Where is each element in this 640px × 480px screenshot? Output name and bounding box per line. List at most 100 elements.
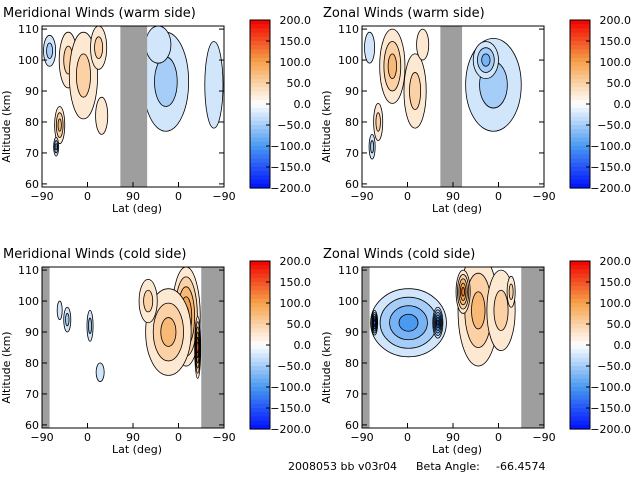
colorbar: 200.0 150.0 100.0 50.0 0.0 −50.0 −100.0 −150.0 −… bbox=[249, 14, 312, 195]
contour-level bbox=[143, 289, 154, 313]
colorbar-step bbox=[570, 395, 590, 401]
colorbar-step bbox=[250, 391, 270, 396]
x-tick-label: 0 bbox=[404, 190, 411, 203]
colorbar-step bbox=[570, 366, 590, 371]
x-axis-label: Lat (deg) bbox=[112, 443, 162, 456]
contour-level bbox=[493, 289, 509, 331]
colorbar-step bbox=[570, 319, 590, 325]
colorbar-step bbox=[570, 382, 590, 388]
x-tick-label: −90 bbox=[532, 190, 555, 203]
colorbar-step bbox=[250, 399, 270, 405]
colorbar-step bbox=[250, 74, 270, 80]
colorbar-step bbox=[250, 277, 270, 283]
x-axis-label: Lat (deg) bbox=[432, 202, 482, 215]
x-tick-label: 0 bbox=[175, 431, 182, 444]
panel-meridional-warm: Meridional Winds (warm side) 60 70 80 90 100 1… bbox=[0, 6, 311, 215]
colorbar-step bbox=[250, 183, 270, 189]
colorbar-tick-label: 0.0 bbox=[294, 339, 312, 352]
colorbar-step bbox=[570, 133, 590, 139]
colorbar-tick-label: 100.0 bbox=[600, 56, 632, 69]
colorbar-step bbox=[250, 41, 270, 46]
colorbar-step bbox=[250, 146, 270, 151]
colorbar-step bbox=[250, 424, 270, 430]
colorbar-step bbox=[570, 374, 590, 380]
colorbar-step bbox=[570, 269, 590, 275]
colorbar-step bbox=[570, 116, 590, 122]
colorbar-tick-label: 0.0 bbox=[614, 339, 632, 352]
y-tick-label: 60 bbox=[345, 419, 359, 432]
data-gap bbox=[362, 267, 370, 428]
colorbar-step bbox=[250, 112, 270, 118]
y-tick-label: 70 bbox=[345, 388, 359, 401]
contour-level bbox=[481, 53, 491, 67]
y-axis-label: Altitude (km) bbox=[0, 90, 13, 162]
colorbar-step bbox=[570, 179, 590, 185]
colorbar: 200.0 150.0 100.0 50.0 0.0 −50.0 −100.0 −150.0 −… bbox=[569, 255, 632, 436]
colorbar-step bbox=[250, 99, 270, 105]
footer-beta-label: Beta Angle: bbox=[416, 460, 480, 473]
panel-title: Meridional Winds (cold side) bbox=[3, 247, 186, 262]
colorbar-step bbox=[250, 129, 270, 134]
colorbar-step bbox=[570, 183, 590, 189]
y-tick-label: 110 bbox=[18, 23, 39, 36]
colorbar-step bbox=[250, 311, 270, 317]
colorbar-tick-label: 150.0 bbox=[280, 276, 312, 289]
y-tick-label: 90 bbox=[345, 326, 359, 339]
colorbar-step bbox=[250, 370, 270, 375]
colorbar-step bbox=[570, 353, 590, 359]
colorbar-step bbox=[250, 315, 270, 321]
colorbar-step bbox=[570, 171, 590, 176]
colorbar-step bbox=[250, 378, 270, 384]
footer-beta-value: -66.4574 bbox=[496, 460, 545, 473]
contour-level bbox=[88, 317, 92, 334]
x-tick-label: 0 bbox=[404, 431, 411, 444]
colorbar-step bbox=[250, 366, 270, 371]
x-tick-label: −90 bbox=[350, 431, 373, 444]
colorbar-step bbox=[250, 408, 270, 413]
y-tick-label: 100 bbox=[18, 295, 39, 308]
colorbar-step bbox=[250, 28, 270, 34]
contour-level bbox=[54, 143, 58, 151]
colorbar-tick-label: 0.0 bbox=[294, 98, 312, 111]
colorbar-step bbox=[250, 290, 270, 296]
contour-level bbox=[471, 291, 486, 330]
colorbar-step bbox=[570, 57, 590, 63]
colorbar-step bbox=[570, 154, 590, 160]
colorbar-step bbox=[250, 282, 270, 287]
colorbar-step bbox=[570, 87, 590, 92]
colorbar-tick-label: 50.0 bbox=[287, 318, 312, 331]
colorbar-step bbox=[250, 91, 270, 97]
colorbar-step bbox=[570, 24, 590, 29]
y-tick-label: 80 bbox=[25, 116, 39, 129]
colorbar-step bbox=[250, 57, 270, 63]
contour-level bbox=[57, 118, 62, 132]
contour-level bbox=[160, 317, 177, 347]
colorbar-step bbox=[250, 261, 270, 266]
colorbar-tick-label: 200.0 bbox=[280, 255, 312, 268]
contour-layer bbox=[43, 26, 224, 157]
colorbar-step bbox=[570, 32, 590, 38]
colorbar-step bbox=[250, 87, 270, 92]
colorbar-step bbox=[250, 120, 270, 126]
colorbar-tick-label: 100.0 bbox=[280, 56, 312, 69]
contour-layer bbox=[56, 267, 202, 382]
colorbar-step bbox=[570, 311, 590, 317]
colorbar-step bbox=[570, 416, 590, 422]
x-tick-label: −90 bbox=[30, 431, 53, 444]
y-tick-label: 80 bbox=[25, 357, 39, 370]
colorbar-step bbox=[250, 95, 270, 101]
colorbar-tick-label: 200.0 bbox=[600, 255, 632, 268]
x-tick-label: 90 bbox=[446, 190, 460, 203]
colorbar-step bbox=[570, 167, 590, 172]
colorbar-tick-label: −50.0 bbox=[597, 119, 631, 132]
colorbar-step bbox=[250, 319, 270, 325]
y-tick-label: 90 bbox=[25, 85, 39, 98]
colorbar-tick-label: −50.0 bbox=[597, 360, 631, 373]
panel-title: Zonal Winds (cold side) bbox=[323, 247, 475, 262]
colorbar-step bbox=[570, 273, 590, 279]
colorbar-step bbox=[250, 412, 270, 417]
contour-level bbox=[95, 362, 105, 382]
colorbar-step bbox=[250, 298, 270, 304]
contour-level bbox=[196, 341, 200, 354]
colorbar-step bbox=[250, 150, 270, 155]
